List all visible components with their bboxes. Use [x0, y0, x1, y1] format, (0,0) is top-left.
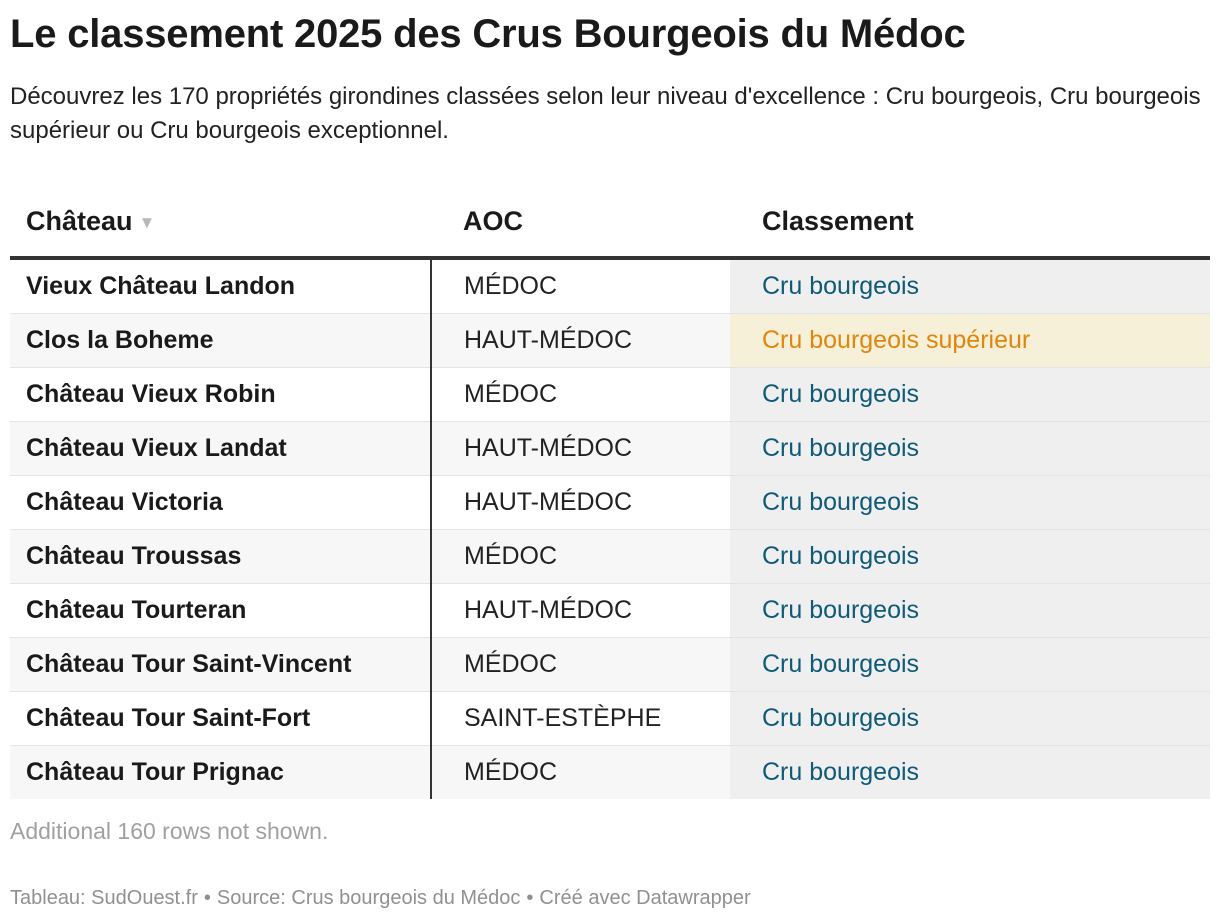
footer-separator: •: [526, 887, 534, 909]
table-row: Château Vieux Robin MÉDOC Cru bourgeois: [10, 367, 1210, 422]
cell-classement: Cru bourgeois: [730, 258, 1210, 314]
classement-table: Château ▼ AOC Classement Vieux Château La…: [10, 186, 1210, 799]
table-row: Château Tour Saint-Fort SAINT-ESTÈPHE Cru …: [10, 691, 1210, 746]
cell-classement: Cru bourgeois: [730, 583, 1210, 638]
cell-chateau: Clos la Boheme: [10, 313, 432, 368]
cell-chateau: Vieux Château Landon: [10, 258, 432, 314]
table-row: Château Vieux Landat HAUT-MÉDOC Cru bourge…: [10, 421, 1210, 476]
cell-aoc: MÉDOC: [431, 637, 730, 692]
cell-classement: Cru bourgeois: [730, 367, 1210, 422]
cell-chateau: Château Troussas: [10, 529, 432, 584]
chart-title: Le classement 2025 des Crus Bourgeois du…: [10, 12, 966, 56]
cell-aoc: MÉDOC: [431, 529, 730, 584]
cell-aoc: HAUT-MÉDOC: [431, 583, 730, 638]
table-body: Vieux Château Landon MÉDOC Cru bourgeois Cl…: [10, 258, 1210, 799]
cell-classement: Cru bourgeois: [730, 475, 1210, 530]
cell-classement: Cru bourgeois: [730, 637, 1210, 692]
column-header-aoc[interactable]: AOC: [431, 186, 730, 260]
cell-chateau: Château Tour Saint-Vincent: [10, 637, 432, 692]
table-row: Château Tour Prignac MÉDOC Cru bourgeois: [10, 745, 1210, 799]
cell-aoc: MÉDOC: [431, 745, 730, 799]
cell-aoc: HAUT-MÉDOC: [431, 313, 730, 368]
cell-chateau: Château Tourteran: [10, 583, 432, 638]
table-row: Château Tourteran HAUT-MÉDOC Cru bourgeois: [10, 583, 1210, 638]
table-row: Château Troussas MÉDOC Cru bourgeois: [10, 529, 1210, 584]
cell-aoc: SAINT-ESTÈPHE: [431, 691, 730, 746]
cell-chateau: Château Victoria: [10, 475, 432, 530]
table-row: Vieux Château Landon MÉDOC Cru bourgeois: [10, 258, 1210, 314]
cell-aoc: HAUT-MÉDOC: [431, 475, 730, 530]
cell-aoc: MÉDOC: [431, 258, 730, 314]
chart-description: Découvrez les 170 propriétés girondines …: [10, 83, 1201, 144]
cell-classement: Cru bourgeois supérieur: [730, 313, 1210, 368]
footer-separator: •: [203, 887, 211, 909]
footer-credit: Tableau: SudOuest.fr: [10, 887, 198, 909]
cell-aoc: HAUT-MÉDOC: [431, 421, 730, 476]
chart-footer: Tableau: SudOuest.fr • Source: Crus bourge…: [10, 887, 751, 910]
table-row: Château Victoria HAUT-MÉDOC Cru bourgeois: [10, 475, 1210, 530]
column-header-label: Classement: [762, 205, 914, 236]
footer-source: Source: Crus bourgeois du Médoc: [216, 887, 521, 909]
cell-classement: Cru bourgeois: [730, 529, 1210, 584]
cell-classement: Cru bourgeois: [730, 745, 1210, 799]
cell-chateau: Château Tour Saint-Fort: [10, 691, 432, 746]
column-header-label: Château: [26, 205, 133, 236]
cell-chateau: Château Tour Prignac: [10, 745, 432, 799]
column-header-label: AOC: [463, 205, 523, 236]
column-header-chateau[interactable]: Château ▼: [10, 186, 431, 260]
cell-classement: Cru bourgeois: [730, 421, 1210, 476]
column-header-classement[interactable]: Classement: [730, 186, 1210, 260]
cell-chateau: Château Vieux Robin: [10, 367, 432, 422]
footer-tool-link[interactable]: Créé avec Datawrapper: [539, 887, 751, 909]
cell-classement: Cru bourgeois: [730, 691, 1210, 746]
rows-not-shown-note: Additional 160 rows not shown.: [10, 818, 329, 844]
table-row: Clos la Boheme HAUT-MÉDOC Cru bourgeois su…: [10, 313, 1210, 368]
cell-chateau: Château Vieux Landat: [10, 421, 432, 476]
sort-desc-icon[interactable]: ▼: [138, 212, 156, 232]
table-header-row: Château ▼ AOC Classement: [10, 186, 1210, 260]
cell-aoc: MÉDOC: [431, 367, 730, 422]
table-row: Château Tour Saint-Vincent MÉDOC Cru bourg…: [10, 637, 1210, 692]
